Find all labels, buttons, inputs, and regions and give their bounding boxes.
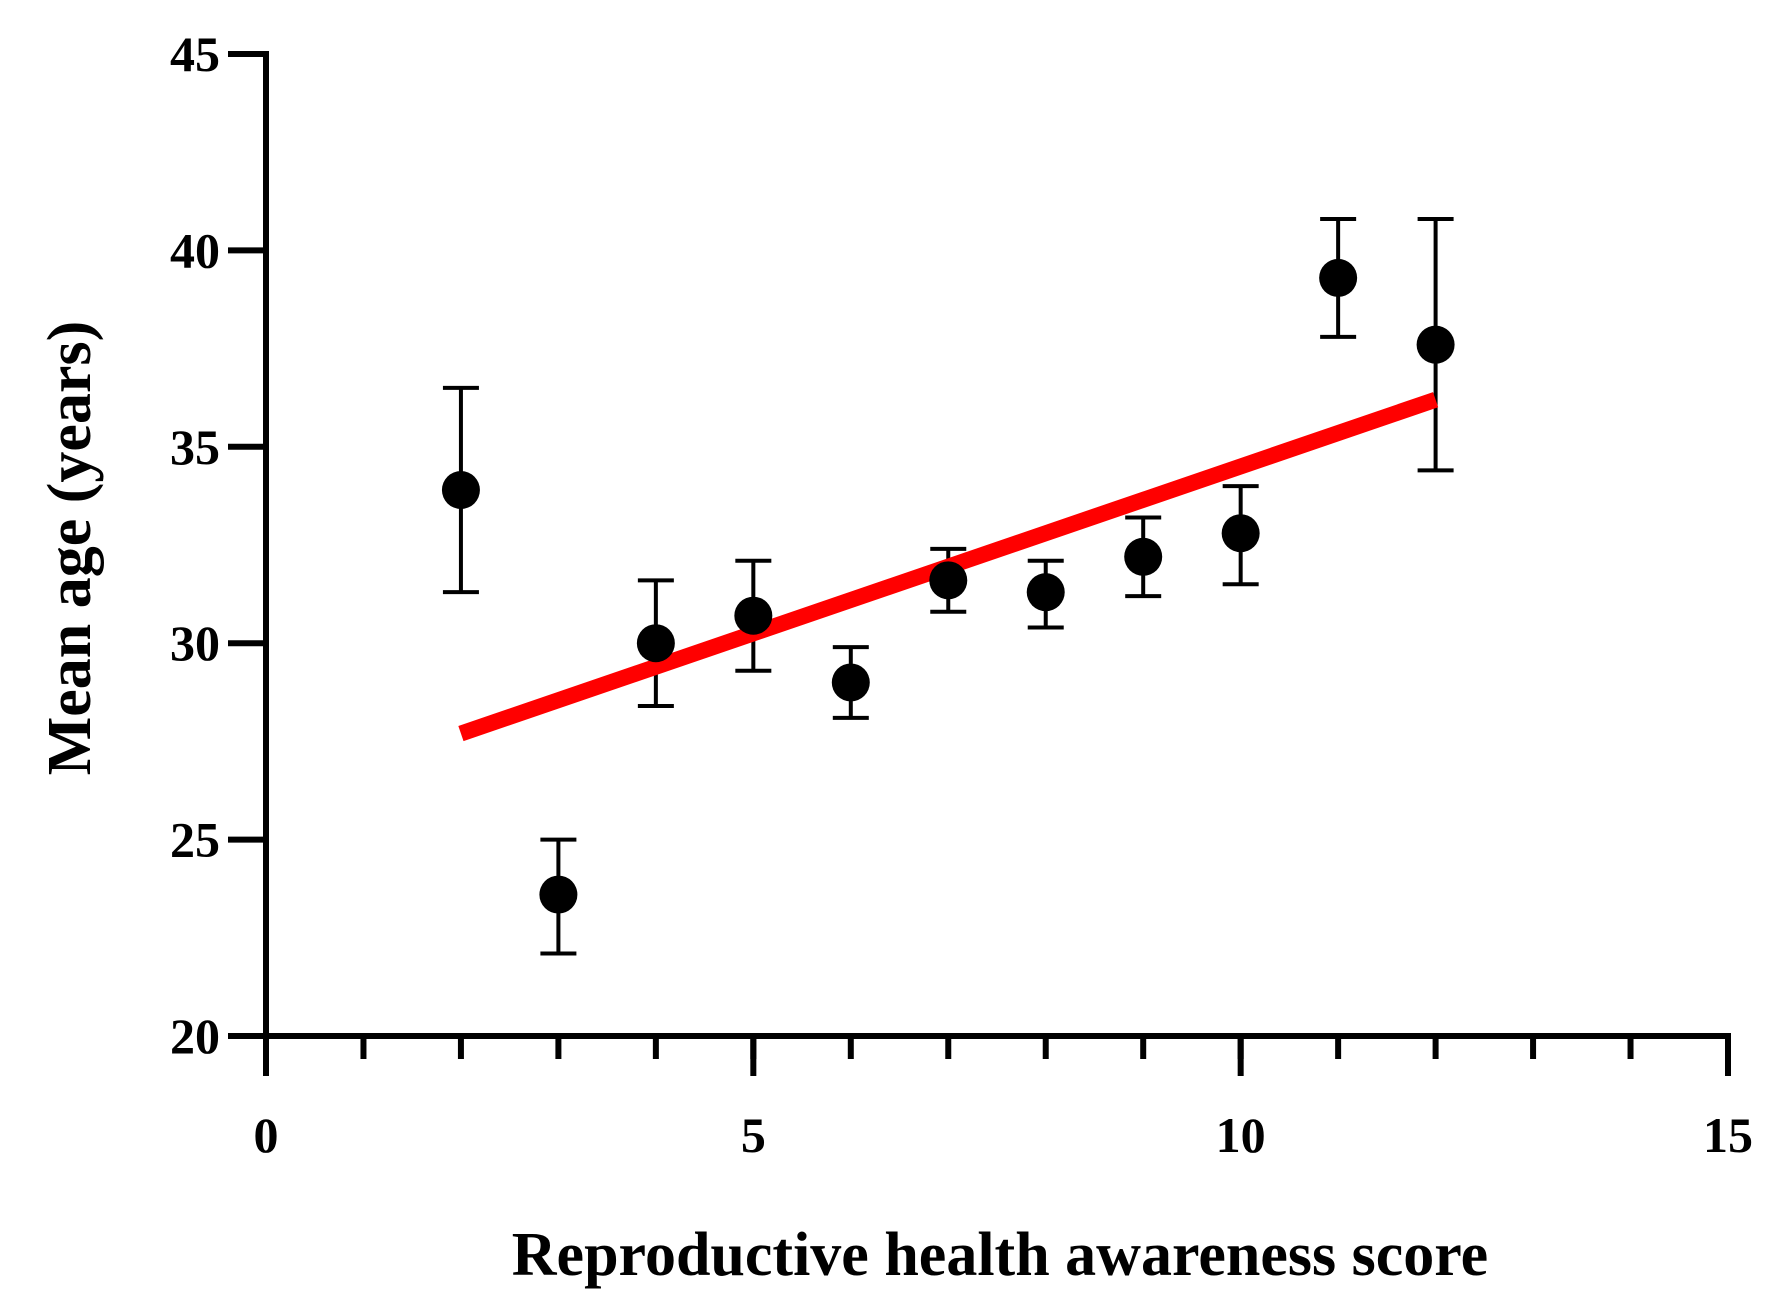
- y-tick-label: 45: [170, 26, 220, 82]
- data-point: [734, 596, 773, 635]
- ticks: 20 25 30 35 40 45 0 5 10 15: [170, 26, 1753, 1163]
- data-point: [1416, 325, 1455, 364]
- data-point: [831, 663, 870, 702]
- y-tick-label: 35: [170, 419, 220, 475]
- y-tick-label: 25: [170, 812, 220, 868]
- x-tick-label: 5: [741, 1107, 766, 1163]
- y-tick-label: 20: [170, 1008, 220, 1064]
- data-point: [929, 561, 968, 600]
- y-tick-label: 40: [170, 222, 220, 278]
- x-axis-title: Reproductive health awareness score: [512, 1221, 1488, 1289]
- x-tick-label: 0: [254, 1107, 279, 1163]
- data-point: [1026, 573, 1065, 612]
- data-points: [441, 258, 1455, 914]
- data-point: [1221, 514, 1260, 553]
- data-point: [539, 875, 578, 914]
- axes: [263, 51, 1731, 1039]
- data-point: [636, 624, 675, 663]
- error-bars: [442, 216, 1454, 956]
- data-point: [1124, 537, 1163, 576]
- data-point: [441, 471, 480, 510]
- data-point: [1319, 258, 1358, 297]
- x-tick-label: 15: [1703, 1107, 1753, 1163]
- y-tick-label: 30: [170, 615, 220, 671]
- y-axis-title: Mean age (years): [36, 321, 104, 776]
- x-tick-label: 10: [1216, 1107, 1266, 1163]
